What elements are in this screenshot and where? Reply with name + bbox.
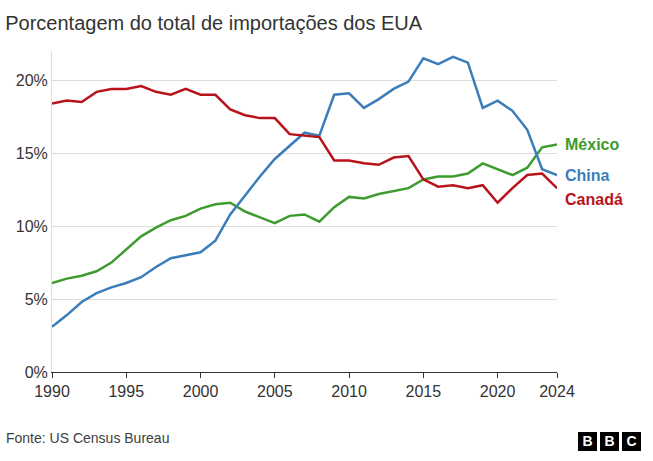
html-text:B: B xyxy=(582,433,593,449)
svg-text:15%: 15% xyxy=(16,145,48,162)
svg-text:2020: 2020 xyxy=(480,383,516,400)
svg-text:1995: 1995 xyxy=(108,383,144,400)
svg-text:Canadá: Canadá xyxy=(565,191,623,208)
svg-text:México: México xyxy=(565,136,619,153)
svg-text:2024: 2024 xyxy=(539,383,575,400)
svg-text:20%: 20% xyxy=(16,72,48,89)
html-text:C: C xyxy=(626,433,637,449)
svg-text:0%: 0% xyxy=(25,364,48,381)
svg-text:2005: 2005 xyxy=(257,383,293,400)
svg-text:10%: 10% xyxy=(16,218,48,235)
svg-text:2000: 2000 xyxy=(183,383,219,400)
svg-text:5%: 5% xyxy=(25,291,48,308)
svg-text:Fonte: US Census Bureau: Fonte: US Census Bureau xyxy=(6,430,169,446)
svg-text:Porcentagem do total de import: Porcentagem do total de importações dos … xyxy=(5,12,423,34)
svg-text:2015: 2015 xyxy=(406,383,442,400)
svg-text:1990: 1990 xyxy=(34,383,70,400)
svg-text:China: China xyxy=(565,167,610,184)
html-text:B: B xyxy=(604,433,615,449)
svg-text:2010: 2010 xyxy=(331,383,367,400)
